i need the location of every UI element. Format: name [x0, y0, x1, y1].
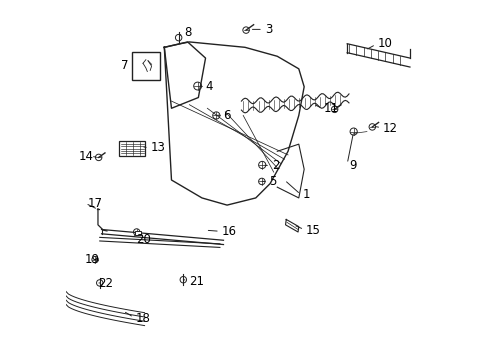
Text: 5: 5 — [270, 175, 277, 188]
Text: 13: 13 — [151, 141, 166, 154]
Text: 8: 8 — [184, 26, 192, 39]
Text: 11: 11 — [324, 102, 339, 115]
Text: 10: 10 — [378, 37, 392, 50]
Text: 19: 19 — [85, 253, 99, 266]
FancyBboxPatch shape — [132, 52, 160, 80]
Bar — [120, 141, 145, 156]
Text: 7: 7 — [122, 59, 129, 72]
Text: 4: 4 — [205, 80, 213, 93]
Text: 15: 15 — [306, 224, 321, 237]
Text: 3: 3 — [265, 23, 272, 36]
Bar — [135, 230, 141, 235]
Text: 1: 1 — [302, 188, 310, 201]
Text: 12: 12 — [383, 122, 398, 135]
Text: 18: 18 — [136, 311, 150, 325]
Text: 16: 16 — [221, 225, 237, 238]
Text: 6: 6 — [223, 109, 231, 122]
Text: 14: 14 — [78, 150, 93, 163]
Text: 2: 2 — [272, 159, 279, 172]
Text: 9: 9 — [349, 159, 357, 172]
Text: 21: 21 — [190, 275, 204, 288]
Text: 20: 20 — [136, 233, 151, 246]
Text: 17: 17 — [87, 197, 102, 210]
Text: 22: 22 — [98, 278, 113, 291]
